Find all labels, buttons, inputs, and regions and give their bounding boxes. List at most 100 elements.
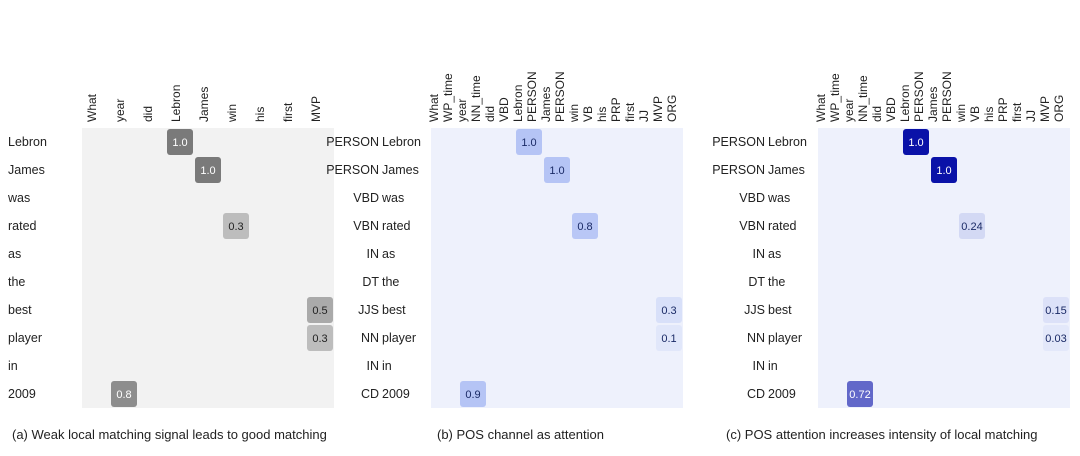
row-label-a: in [8,359,18,373]
row-label-c: was [767,191,790,205]
row-label-c: James [768,163,805,177]
column-label-a: first [281,102,295,122]
column-label-c: VBD [884,97,898,122]
column-label-c: MVP [1038,96,1052,122]
row-tag-c: DT [748,275,765,289]
row-tag-b: IN [367,359,380,373]
caption-c: (c) POS attention increases intensity of… [726,427,1038,442]
column-label-a: Lebron [169,85,183,122]
column-label-b: PERSON [525,71,539,122]
heatmap-cell-value-c: 0.15 [1045,305,1066,317]
column-label-b: VB [581,106,595,122]
heatmap-cell-value-a: 0.8 [116,389,131,401]
heatmap-cell-value-a: 1.0 [172,137,187,149]
column-label-c: PERSON [940,71,954,122]
column-label-b: his [595,107,609,122]
column-label-c: did [870,106,884,122]
column-label-b: win [567,104,581,123]
row-tag-b: JJS [358,303,379,317]
row-label-b: Lebron [382,135,421,149]
row-tag-b: CD [361,387,379,401]
column-label-b: did [483,106,497,122]
heatmap-cell-value-b: 1.0 [549,165,564,177]
row-label-c: rated [768,219,797,233]
row-tag-b: IN [367,247,380,261]
row-tag-c: PERSON [712,135,765,149]
heatmap-cell-value-c: 0.24 [961,221,982,233]
row-tag-b: VBN [353,219,379,233]
row-label-b: rated [382,219,411,233]
column-label-a: year [113,99,127,122]
heatmap-cell-value-c: 0.72 [849,389,870,401]
caption-a: (a) Weak local matching signal leads to … [12,427,327,442]
heatmap-cell-c [931,157,957,183]
row-tag-b: VBD [353,191,379,205]
heatmap-cell-a [307,325,333,351]
row-tag-c: VBN [739,219,765,233]
column-label-c: year [842,99,856,122]
row-tag-c: JJS [744,303,765,317]
column-label-c: his [982,107,996,122]
column-label-a: What [85,93,99,122]
column-label-b: year [455,99,469,122]
column-label-b: MVP [651,96,665,122]
heatmap-cell-value-a: 1.0 [200,165,215,177]
caption-b: (b) POS channel as attention [437,427,604,442]
row-label-c: in [768,359,778,373]
row-tag-c: VBD [739,191,765,205]
column-label-b: ORG [665,95,679,122]
heatmap-cell-value-c: 0.03 [1045,333,1066,345]
row-tag-c: NN [747,331,765,345]
heatmap-cell-b [572,213,598,239]
heatmap-cell-c [1043,325,1069,351]
heatmap-cell-a [307,297,333,323]
column-label-b: NN_time [469,75,483,122]
heatmap-cell-a [111,381,137,407]
row-tag-c: IN [753,247,766,261]
column-label-c: JJ [1024,110,1038,122]
heatmap-cell-value-b: 0.9 [465,389,480,401]
heatmap-cell-c [847,381,873,407]
row-tag-b: NN [361,331,379,345]
row-label-b: as [382,247,395,261]
column-label-c: Lebron [898,85,912,122]
column-label-b: PERSON [553,71,567,122]
row-label-a: rated [8,219,37,233]
row-label-a: was [7,191,30,205]
row-label-b: James [382,163,419,177]
heatmap-cell-a [223,213,249,239]
row-label-b: the [382,275,399,289]
heatmap-cell-value-b: 1.0 [521,137,536,149]
heatmap-cell-value-a: 0.3 [312,333,327,345]
column-label-b: James [539,87,553,122]
column-label-a: win [225,104,239,123]
column-label-c: VB [968,106,982,122]
column-label-c: win [954,104,968,123]
column-label-c: NN_time [856,75,870,122]
heatmap-cell-b [544,157,570,183]
column-label-c: What [814,93,828,122]
heatmap-cell-value-b: 0.1 [661,333,676,345]
row-tag-b: PERSON [326,163,379,177]
row-tag-b: PERSON [326,135,379,149]
column-label-c: PERSON [912,71,926,122]
row-tag-b: DT [362,275,379,289]
row-label-b: player [382,331,416,345]
row-label-b: was [381,191,404,205]
heatmap-cell-c [903,129,929,155]
row-label-b: 2009 [382,387,410,401]
column-label-b: What [427,93,441,122]
row-label-b: in [382,359,392,373]
row-label-a: James [8,163,45,177]
row-label-a: as [8,247,21,261]
heatmap-cell-value-b: 0.8 [577,221,592,233]
column-label-c: first [1010,102,1024,122]
column-label-c: James [926,87,940,122]
heatmap-cell-value-c: 1.0 [908,137,923,149]
column-label-a: his [253,107,267,122]
row-label-c: best [768,303,792,317]
row-tag-c: IN [753,359,766,373]
row-label-a: the [8,275,25,289]
row-label-a: Lebron [8,135,47,149]
column-label-b: Lebron [511,85,525,122]
